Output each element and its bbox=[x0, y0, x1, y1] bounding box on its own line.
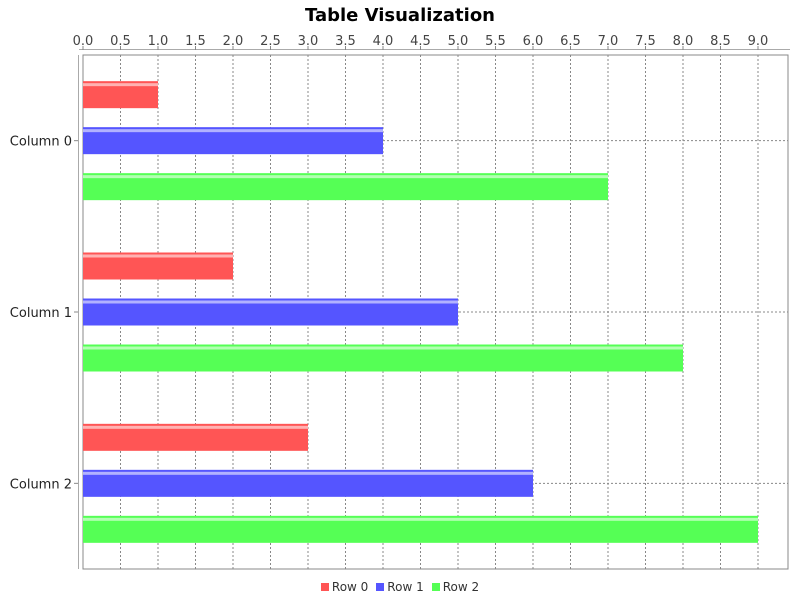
bar-highlight bbox=[83, 471, 533, 475]
bar-highlight bbox=[83, 425, 308, 429]
legend: Row 0 Row 1 Row 2 bbox=[0, 580, 800, 594]
legend-label: Row 2 bbox=[442, 580, 480, 594]
x-tick-label: 5.0 bbox=[448, 34, 469, 49]
x-tick-label: 0.5 bbox=[110, 34, 131, 49]
x-tick-label: 0.0 bbox=[73, 34, 94, 49]
category-label: Column 1 bbox=[10, 306, 72, 321]
x-tick-label: 3.5 bbox=[335, 34, 356, 49]
x-tick-label: 6.0 bbox=[523, 34, 544, 49]
x-tick-label: 3.0 bbox=[298, 34, 319, 49]
x-tick-label: 8.0 bbox=[673, 34, 694, 49]
x-tick-label: 1.5 bbox=[185, 34, 206, 49]
bar-highlight bbox=[83, 129, 383, 133]
x-tick-label: 8.5 bbox=[710, 34, 731, 49]
bar-highlight bbox=[83, 254, 233, 258]
bar-highlight bbox=[83, 346, 683, 350]
x-tick-label: 1.0 bbox=[148, 34, 169, 49]
legend-label: Row 1 bbox=[387, 580, 424, 594]
legend-swatch bbox=[431, 583, 440, 591]
x-tick-label: 9.0 bbox=[748, 34, 769, 49]
x-tick-label: 2.5 bbox=[260, 34, 281, 49]
x-tick-label: 4.0 bbox=[373, 34, 394, 49]
legend-item: Row 1 bbox=[376, 580, 424, 594]
x-tick-label: 4.5 bbox=[410, 34, 431, 49]
legend-label: Row 0 bbox=[331, 580, 369, 594]
x-tick-label: 5.5 bbox=[485, 34, 506, 49]
legend-item: Row 2 bbox=[431, 580, 480, 594]
x-tick-label: 7.5 bbox=[635, 34, 656, 49]
category-label: Column 0 bbox=[10, 135, 72, 150]
bar-highlight bbox=[83, 175, 608, 179]
legend-swatch bbox=[376, 583, 385, 591]
bar-highlight bbox=[83, 300, 458, 304]
legend-swatch bbox=[320, 583, 329, 591]
category-label: Column 2 bbox=[10, 477, 72, 492]
bar-highlight bbox=[83, 517, 758, 521]
x-tick-label: 2.0 bbox=[223, 34, 244, 49]
bar-highlight bbox=[83, 83, 158, 87]
x-tick-label: 6.5 bbox=[560, 34, 581, 49]
legend-item: Row 0 bbox=[320, 580, 369, 594]
chart-title: Table Visualization bbox=[305, 5, 495, 26]
x-tick-label: 7.0 bbox=[598, 34, 619, 49]
